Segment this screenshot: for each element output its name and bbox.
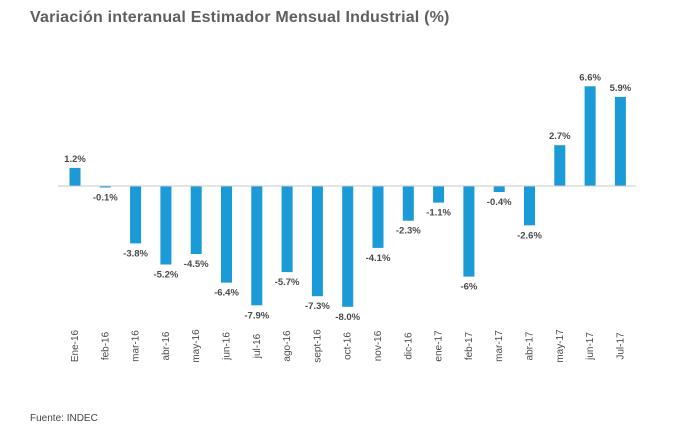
bar-jun-16 xyxy=(221,186,232,283)
value-label-jun-16: -6.4% xyxy=(214,288,239,299)
tick-label-ago-16: ago-16 xyxy=(282,330,293,362)
tick-label-ene-17: ene-17 xyxy=(434,330,445,362)
bar-may-16 xyxy=(190,186,202,254)
bar-mar-17 xyxy=(493,186,505,192)
bar-dic-16 xyxy=(402,186,414,221)
bar-jul-16 xyxy=(251,186,263,306)
tick-label-may-16: may-16 xyxy=(191,329,202,363)
chart-title: Variación interanual Estimador Mensual I… xyxy=(30,9,450,26)
value-label-Ene-16: 1.2% xyxy=(64,154,86,165)
tick-label-abr-16: abr-16 xyxy=(161,331,172,360)
value-label-abr-16: -5.2% xyxy=(153,270,178,281)
value-label-mar-17: -0.4% xyxy=(487,197,512,208)
tick-label-Ene-16: Ene-16 xyxy=(70,329,81,362)
tick-label-Jul-17: Jul-17 xyxy=(615,332,626,360)
value-label-nov-16: -4.1% xyxy=(366,253,391,264)
bar-Ene-16 xyxy=(69,167,81,186)
bar-Jul-17 xyxy=(614,96,626,186)
bar-mar-16 xyxy=(130,186,142,244)
value-label-abr-17: -2.6% xyxy=(517,230,542,241)
bar-ago-16 xyxy=(281,186,293,273)
bar-sept-16 xyxy=(311,186,323,297)
bar-ene-17 xyxy=(433,186,445,203)
value-label-sept-16: -7.3% xyxy=(305,301,330,312)
tick-label-abr-17: abr-17 xyxy=(525,331,536,360)
value-labels-layer: 1.2% -0.1% -3.8% -5.2% -4.5% -6.4% -7.9% -5.7% -… xyxy=(64,72,632,322)
value-label-may-16: -4.5% xyxy=(184,259,209,270)
tick-label-feb-16: feb-16 xyxy=(100,331,111,360)
tick-label-jun-17: jun-17 xyxy=(585,332,596,361)
bar-feb-17 xyxy=(463,186,475,277)
value-label-oct-16: -8.0% xyxy=(335,312,360,323)
value-label-dic-16: -2.3% xyxy=(396,226,421,237)
tick-label-mar-16: mar-16 xyxy=(131,330,142,362)
source-note: Fuente: INDEC xyxy=(30,413,98,424)
bar-jun-17 xyxy=(584,86,596,186)
value-label-jul-16: -7.9% xyxy=(244,310,269,321)
bar-abr-17 xyxy=(524,186,535,226)
tick-label-jul-16: jul-16 xyxy=(252,333,263,359)
bar-abr-16 xyxy=(160,186,172,265)
tick-label-feb-17: feb-17 xyxy=(464,331,475,360)
value-label-mar-16: -3.8% xyxy=(123,248,148,259)
bars-layer xyxy=(69,86,626,307)
bar-oct-16 xyxy=(342,186,354,307)
tick-label-sept-16: sept-16 xyxy=(312,329,323,363)
tick-label-jun-16: jun-16 xyxy=(222,332,233,361)
value-label-feb-17: -6% xyxy=(460,282,477,293)
value-label-may-17: 2.7% xyxy=(549,131,571,142)
tick-labels-layer: Ene-16 feb-16 mar-16 abr-16 may-16 jun-16 jul-… xyxy=(70,329,626,363)
bar-feb-16 xyxy=(99,186,111,188)
value-label-ene-17: -1.1% xyxy=(426,208,451,219)
value-label-ago-16: -5.7% xyxy=(275,277,300,288)
bar-nov-16 xyxy=(372,186,384,248)
tick-label-may-17: may-17 xyxy=(555,329,566,363)
value-label-jun-17: 6.6% xyxy=(579,72,601,83)
tick-label-mar-17: mar-17 xyxy=(494,330,505,362)
tick-label-dic-16: dic-16 xyxy=(403,332,414,360)
value-label-Jul-17: 5.9% xyxy=(610,83,632,94)
value-label-feb-16: -0.1% xyxy=(93,193,118,204)
tick-label-oct-16: oct-16 xyxy=(343,332,354,360)
tick-label-nov-16: nov-16 xyxy=(373,330,384,361)
bar-may-17 xyxy=(554,145,566,186)
